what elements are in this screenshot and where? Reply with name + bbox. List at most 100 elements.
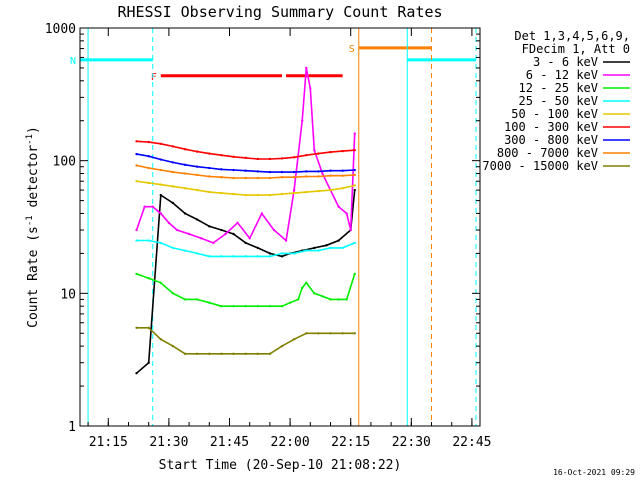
series-point xyxy=(208,166,211,170)
series-point xyxy=(296,298,300,301)
series-point xyxy=(195,165,199,168)
legend-label: 50 - 100 keV xyxy=(511,107,598,121)
series-point xyxy=(341,246,344,250)
series-point xyxy=(232,352,235,356)
y-label-part3: ) xyxy=(26,126,41,134)
series-point xyxy=(208,301,211,304)
series-point xyxy=(147,140,150,144)
series-point xyxy=(353,184,356,187)
series-point xyxy=(292,338,296,341)
series-point xyxy=(280,304,284,308)
series-point xyxy=(171,170,175,174)
series-point xyxy=(183,212,187,215)
series-point xyxy=(353,132,356,135)
series-point xyxy=(272,228,276,232)
series-point xyxy=(220,304,223,308)
legend-label: 3 - 6 keV xyxy=(533,55,598,69)
series-point xyxy=(280,252,284,255)
series-point xyxy=(135,372,138,375)
axes-group: 21:15 21:30 21:45 22:00 22:15 22:30 22:45 1 10 10… xyxy=(45,22,492,450)
series-point xyxy=(260,212,264,215)
series-point xyxy=(159,338,163,341)
series-point xyxy=(353,173,356,177)
series-group xyxy=(135,66,356,375)
series-point xyxy=(345,298,348,301)
series-point xyxy=(321,295,324,298)
series-point xyxy=(208,152,211,155)
series-point xyxy=(292,176,296,179)
series-point xyxy=(329,174,332,177)
series-point xyxy=(195,188,199,192)
legend-label: 6 - 12 keV xyxy=(526,68,598,82)
chart-title: RHESSI Observing Summary Count Rates xyxy=(117,3,442,21)
series-point xyxy=(220,176,223,179)
series-point xyxy=(268,157,272,161)
series-point xyxy=(292,188,296,192)
series-point xyxy=(329,169,332,172)
series-point xyxy=(244,176,247,180)
series-line-4 xyxy=(136,180,355,196)
legend-label: 100 - 300 keV xyxy=(504,120,598,134)
series-point xyxy=(183,148,187,151)
series-point xyxy=(195,173,199,177)
series-point xyxy=(341,149,344,153)
series-point xyxy=(200,237,203,240)
series-point xyxy=(183,249,187,252)
series-point xyxy=(244,255,247,258)
series-point xyxy=(292,170,296,174)
legend: Det 1,3,4,5,6,9, FDecim 1, Att 0 3 - 6 k… xyxy=(482,29,630,173)
series-point xyxy=(268,352,272,356)
series-point xyxy=(135,152,138,156)
series-point xyxy=(329,150,332,154)
legend-header-line2: FDecim 1, Att 0 xyxy=(522,42,630,56)
series-point xyxy=(305,281,308,285)
series-point xyxy=(147,361,150,364)
plot-frame xyxy=(79,27,481,427)
series-point xyxy=(256,170,259,173)
legend-header-line1: Det 1,3,4,5,6,9, xyxy=(514,29,630,43)
series-point xyxy=(220,168,223,171)
series-point xyxy=(183,163,187,167)
series-point xyxy=(280,170,284,174)
series-point xyxy=(135,180,138,183)
series-point xyxy=(171,161,175,164)
series-point xyxy=(135,326,138,329)
series-point xyxy=(353,241,356,245)
series-line-0 xyxy=(136,190,356,374)
series-point xyxy=(313,148,316,152)
series-point xyxy=(208,190,211,194)
series-point xyxy=(224,232,227,236)
series-point xyxy=(280,157,284,160)
series-point xyxy=(256,304,259,308)
y-tick-label: 10 xyxy=(60,287,76,302)
series-point xyxy=(175,228,179,232)
series-point xyxy=(301,286,304,290)
x-axis-label: Start Time (20-Sep-10 21:08:22) xyxy=(159,458,402,473)
series-point xyxy=(244,193,247,197)
series-point xyxy=(248,237,251,240)
series-point xyxy=(280,344,284,348)
series-line-2 xyxy=(136,273,356,308)
series-point xyxy=(195,252,199,255)
series-point xyxy=(305,332,308,335)
series-point xyxy=(143,205,146,208)
series-point xyxy=(292,252,296,255)
series-point xyxy=(220,352,223,356)
y-label-sup1: -1 xyxy=(25,215,35,226)
x-tick-label: 21:15 xyxy=(89,435,128,450)
series-point xyxy=(244,156,247,160)
series-point xyxy=(159,158,163,161)
y-tick-label: 1 xyxy=(68,420,76,435)
series-point xyxy=(341,174,344,177)
series-point xyxy=(325,244,328,247)
series-point xyxy=(183,187,187,190)
series-point xyxy=(232,232,235,236)
flag-bars: N F S xyxy=(70,44,476,83)
series-point xyxy=(212,241,215,245)
series-point xyxy=(171,344,175,348)
series-point xyxy=(147,181,150,185)
vertical-markers xyxy=(87,28,477,426)
x-tick-label: 22:30 xyxy=(392,435,431,450)
x-tick-label: 22:00 xyxy=(271,435,310,450)
series-point xyxy=(337,298,340,301)
